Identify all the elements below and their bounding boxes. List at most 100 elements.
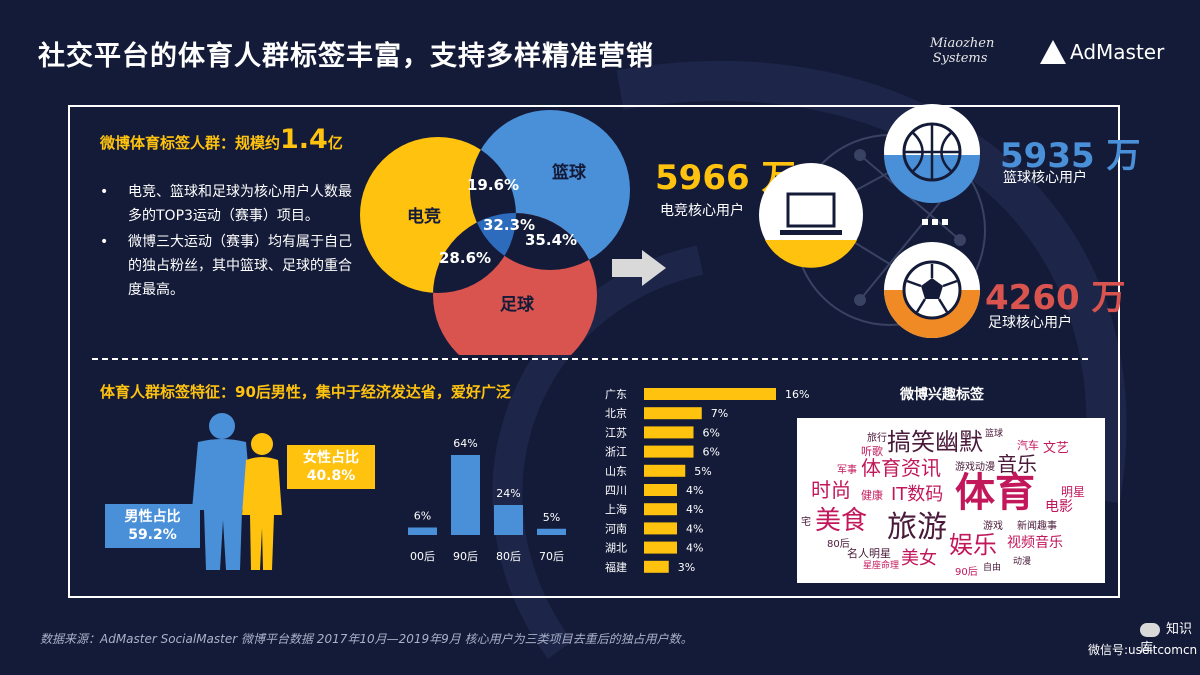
word-cloud-tag: 搞笑幽默 — [887, 428, 983, 456]
overlap-esports-football — [433, 213, 516, 293]
age-bar-value-label: 64% — [453, 437, 477, 450]
female-ratio-value: 40.8% — [306, 468, 356, 484]
venn-diagram: 电竞 篮球 足球 19.6% 32.3% 35.4% 28.6% — [360, 110, 630, 355]
word-cloud-tag: 时尚 — [811, 478, 851, 502]
esports-core-label: 电竞核心用户 — [660, 203, 744, 219]
venn-label-esports: 电竞 — [407, 206, 441, 227]
province-bar — [644, 522, 677, 535]
province-bar — [644, 560, 669, 573]
word-cloud-tag: 宅 — [801, 517, 811, 528]
wechat-account: 微信号:useitcomcn — [1088, 643, 1198, 657]
province-bar — [644, 484, 677, 496]
word-cloud-tag: 星座命理 — [863, 561, 900, 571]
laptop-icon — [759, 163, 863, 268]
province-label: 江苏 — [605, 426, 627, 439]
interest-tags-title: 微博兴趣标签 — [900, 387, 984, 403]
gender-figures — [192, 413, 282, 570]
venn-section-heading: 微博体育标签人群：规模约1.4亿 — [100, 124, 343, 155]
province-label: 河南 — [605, 522, 627, 535]
province-bar — [644, 407, 702, 420]
features-section-heading: 体育人群标签特征：90后男性，集中于经济发达省，爱好广泛 — [100, 383, 511, 401]
section-divider — [92, 358, 1088, 360]
venn-label-basketball: 篮球 — [551, 162, 587, 183]
province-bar — [644, 503, 677, 516]
word-cloud-tag: 电影 — [1045, 499, 1073, 515]
province-label: 浙江 — [605, 446, 627, 459]
province-label: 湖北 — [605, 542, 627, 555]
venn-bullet-list: 电竞、篮球和足球为核心用户人数最多的TOP3运动（赛事）项目。 微博三大运动（赛… — [100, 180, 365, 304]
female-ratio-label: 女性占比 — [303, 450, 359, 466]
age-bar-chart: 6% 00后 64% 90后 24% 80后 5% 70后 — [408, 437, 566, 563]
word-cloud-tag: 游戏动漫 — [955, 462, 995, 473]
word-cloud-tag: 汽车 — [1017, 439, 1039, 452]
age-bar — [494, 505, 523, 535]
bullet-item: 微博三大运动（赛事）均有属于自己的独占粉丝，其中篮球、足球的重合度最高。 — [100, 230, 365, 302]
interest-word-cloud: 体育 旅游 搞笑幽默 美食 体育资讯 娱乐 时尚 IT数码 音乐 美女 视频音乐… — [797, 418, 1105, 583]
data-source-footnote: 数据来源：AdMaster SocialMaster 微博平台数据 2017年1… — [40, 632, 693, 646]
age-category-label: 70后 — [539, 550, 564, 563]
page-title: 社交平台的体育人群标签丰富，支持多样精准营销 — [38, 41, 654, 72]
male-figure-icon — [192, 413, 252, 570]
province-bar-value-label: 6% — [703, 446, 720, 459]
venn-label-football: 足球 — [500, 295, 535, 315]
province-bar — [644, 445, 694, 458]
province-label: 四川 — [605, 484, 627, 497]
content-frame — [68, 105, 1120, 598]
word-cloud-tag: 旅游 — [887, 510, 947, 545]
basketball-icon — [884, 104, 980, 203]
miaozhen-logo: Miaozhen Systems — [930, 36, 995, 66]
wechat-brand: 知识库 — [1140, 618, 1200, 656]
province-bar — [644, 388, 776, 400]
wechat-name: 知识库 — [1140, 622, 1193, 656]
word-cloud-tag: 明星 — [1061, 485, 1086, 499]
word-cloud-tag: 体育 — [955, 470, 1035, 516]
word-cloud-tag: 90后 — [955, 567, 978, 578]
word-cloud-tag: IT数码 — [891, 484, 944, 505]
wechat-icon — [1140, 622, 1160, 637]
venn-value-all-three: 32.3% — [483, 216, 535, 234]
word-cloud-tag: 美女 — [901, 548, 937, 569]
female-figure-icon — [242, 433, 282, 570]
age-category-label: 80后 — [496, 550, 521, 563]
male-ratio-value: 59.2% — [128, 527, 177, 543]
province-bar-value-label: 4% — [686, 542, 703, 555]
word-cloud-tag: 新闻趣事 — [1017, 521, 1057, 532]
word-cloud-tag: 娱乐 — [949, 531, 997, 559]
province-bar — [644, 464, 686, 477]
network-graphic — [759, 104, 986, 338]
word-cloud-tag: 自由 — [983, 563, 1002, 573]
football-core-label: 足球核心用户 — [988, 315, 1072, 331]
province-bar-value-label: 16% — [785, 388, 809, 401]
ellipsis-dot — [922, 219, 928, 225]
age-bar-value-label: 5% — [543, 511, 560, 524]
football-core-value: 4260 万 — [985, 278, 1126, 318]
word-cloud-tag: 听歌 — [861, 445, 883, 458]
miaozhen-logo-line1: Miaozhen — [930, 36, 995, 51]
province-bar-value-label: 4% — [686, 484, 703, 497]
word-cloud-tag: 动漫 — [1013, 557, 1032, 567]
province-label: 山东 — [605, 465, 627, 478]
word-cloud-tag: 军事 — [837, 465, 857, 476]
word-cloud-tag: 游戏 — [983, 521, 1003, 532]
province-label: 广东 — [605, 388, 627, 401]
male-ratio-label: 男性占比 — [124, 509, 181, 525]
word-cloud-tag: 文艺 — [1043, 441, 1070, 456]
age-bar — [451, 455, 480, 535]
venn-heading-unit: 亿 — [327, 134, 343, 152]
province-bar-value-label: 5% — [694, 465, 711, 478]
word-cloud-tag: 80后 — [827, 539, 850, 550]
province-label: 福建 — [605, 560, 627, 574]
province-bar — [644, 426, 694, 439]
age-category-label: 00后 — [410, 550, 435, 563]
word-cloud-tag: 旅行 — [867, 433, 887, 444]
province-label: 北京 — [605, 406, 627, 420]
arrow-icon — [612, 250, 666, 286]
province-label: 上海 — [605, 502, 627, 516]
word-cloud-tag: 体育资讯 — [861, 456, 941, 480]
province-bar-value-label: 7% — [711, 407, 728, 420]
province-bar-value-label: 4% — [686, 503, 703, 516]
province-bar-value-label: 4% — [686, 522, 703, 535]
admaster-logo-text: AdMaster — [1070, 40, 1165, 64]
venn-value-esports-basketball: 19.6% — [467, 176, 519, 194]
